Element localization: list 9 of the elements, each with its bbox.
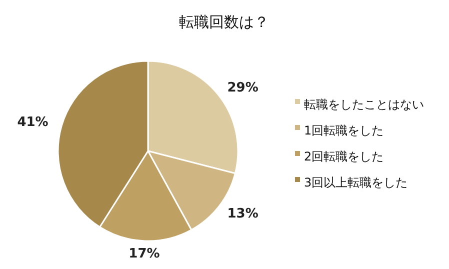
- data-label: 13%: [227, 206, 258, 222]
- legend-label: 3回以上転職をした: [304, 175, 408, 190]
- data-label: 41%: [17, 114, 48, 130]
- legend-label: 転職をしたことはない: [304, 97, 424, 112]
- chart-title: 転職回数は？: [179, 13, 269, 31]
- data-label: 17%: [128, 246, 160, 262]
- data-label: 29%: [227, 80, 258, 96]
- legend-label: 1回転職をした: [304, 123, 384, 138]
- legend-label: 2回転職をした: [304, 149, 384, 164]
